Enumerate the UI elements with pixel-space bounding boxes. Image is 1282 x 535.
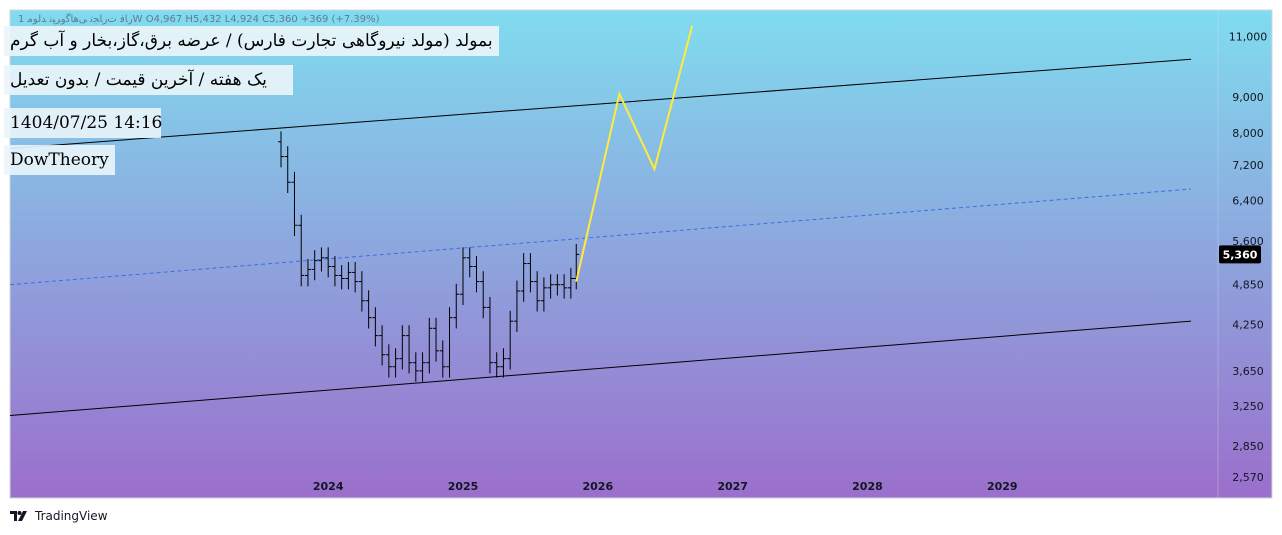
- price-bar: [486, 296, 493, 374]
- y-tick-label: 11,000: [1229, 30, 1268, 43]
- price-bar: [325, 247, 332, 278]
- author-label[interactable]: DowTheory: [4, 145, 115, 175]
- price-bar: [399, 325, 406, 370]
- price-bar: [331, 256, 338, 287]
- price-bar: [311, 250, 318, 281]
- price-bar: [507, 310, 514, 370]
- price-bar: [345, 262, 352, 290]
- channel-lines: [9, 58, 1192, 417]
- chart-title[interactable]: بمولد (مولد نیروگاهی تجارت فارس) / عرضه …: [4, 26, 499, 56]
- y-tick-label: 2,850: [1232, 440, 1264, 453]
- price-bar: [540, 277, 547, 312]
- price-bar: [277, 131, 284, 168]
- last-price-tag-box: [1219, 245, 1261, 264]
- y-tick-label: 9,000: [1232, 91, 1264, 104]
- price-bar: [520, 253, 527, 302]
- last-price-tag-label: 5,360: [1223, 248, 1258, 261]
- y-tick-label: 6,400: [1232, 195, 1264, 208]
- price-bar: [547, 274, 554, 299]
- footer-brand-label: TradingView: [35, 509, 108, 523]
- channel-upper-line: [9, 58, 1192, 149]
- price-bar: [412, 352, 419, 382]
- x-tick-label: 2029: [987, 480, 1018, 493]
- price-bar: [446, 307, 453, 378]
- price-bar: [460, 247, 466, 306]
- price-bar: [338, 265, 345, 290]
- price-bar: [358, 271, 365, 312]
- price-bar: [291, 171, 298, 237]
- price-bar: [513, 280, 520, 332]
- tradingview-logo-icon: [10, 511, 27, 521]
- price-bar: [298, 214, 305, 287]
- y-tick-label: 8,000: [1232, 127, 1264, 140]
- x-tick-label: 2026: [583, 480, 614, 493]
- y-tick-label: 3,250: [1232, 400, 1264, 413]
- price-bar: [534, 271, 541, 312]
- price-bar: [433, 317, 440, 362]
- price-bar: [352, 262, 359, 293]
- projection-line: [575, 25, 694, 282]
- price-bar: [379, 325, 386, 366]
- price-bar: [406, 325, 413, 374]
- y-tick-label: 7,200: [1232, 159, 1264, 172]
- price-bar: [561, 274, 568, 299]
- price-bar: [473, 256, 480, 293]
- ohlc-legend: 1 ﺭﺎﻓ ﺕﺭﺎﺠﺗ ﯽﻫﺎﮔﻭﺮﯿﻧ ﺪﻟﻮﻣW O4,967 H5,432…: [18, 14, 380, 25]
- price-bar: [573, 243, 580, 290]
- x-tick-label: 2027: [717, 480, 748, 493]
- x-tick-label: 2025: [448, 480, 479, 493]
- channel-mid-line: [9, 188, 1192, 286]
- price-bar: [493, 352, 500, 378]
- channel-lower-line: [9, 320, 1192, 417]
- price-bar: [318, 247, 325, 272]
- price-bar: [372, 307, 379, 347]
- time-axis[interactable]: 2024 2025 2026 2027 2028 2029: [313, 480, 1018, 493]
- y-tick-label: 4,850: [1232, 279, 1264, 292]
- x-tick-label: 2024: [313, 480, 344, 493]
- chart-datetime[interactable]: 1404/07/25 14:16: [4, 108, 162, 138]
- price-bar: [304, 259, 311, 287]
- y-tick-label: 2,570: [1232, 471, 1264, 484]
- y-tick-label: 5,600: [1232, 235, 1264, 248]
- projection-path: [575, 25, 694, 282]
- price-bar: [385, 344, 392, 378]
- price-bar: [500, 348, 507, 378]
- price-axis[interactable]: 11,000 9,000 8,000 7,200 6,400 5,600 4,850 4,25…: [1229, 30, 1268, 484]
- y-tick-label: 4,250: [1232, 319, 1264, 332]
- x-tick-label: 2028: [852, 480, 883, 493]
- price-bar: [554, 274, 561, 296]
- price-bar: [284, 146, 291, 194]
- price-bar: [480, 271, 487, 319]
- last-price-tag: 5,360: [1219, 245, 1261, 264]
- price-bar: [466, 247, 473, 278]
- y-tick-label: 3,650: [1232, 365, 1264, 378]
- price-bar: [426, 317, 433, 374]
- price-bar: [439, 340, 446, 378]
- footer-brand[interactable]: TradingView: [10, 509, 108, 523]
- price-bar: [453, 283, 460, 329]
- price-bar: [419, 352, 426, 382]
- price-bar: [392, 348, 399, 378]
- price-bar: [365, 290, 372, 329]
- price-bar: [527, 253, 534, 293]
- price-bars: [277, 131, 580, 382]
- chart-subtitle[interactable]: یک هفته / آخرین قیمت / بدون تعدیل: [4, 65, 293, 95]
